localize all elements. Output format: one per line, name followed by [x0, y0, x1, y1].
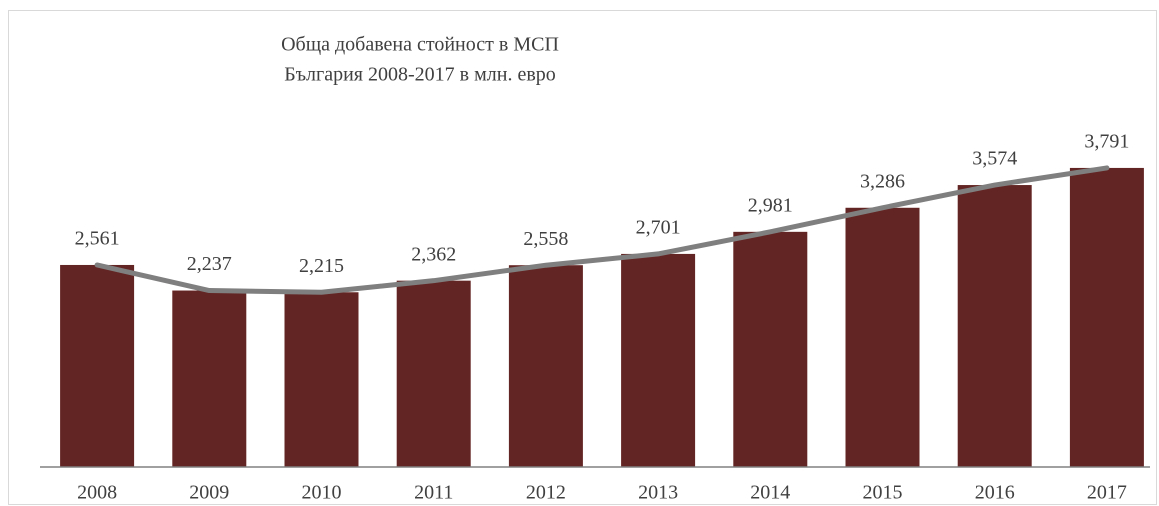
x-tick-label: 2015: [863, 482, 903, 504]
data-label: 2,701: [636, 217, 681, 239]
x-tick-label: 2012: [526, 482, 566, 504]
bar: [508, 265, 583, 467]
data-label: 3,574: [972, 148, 1017, 170]
bar: [1069, 167, 1144, 467]
data-label: 3,286: [860, 170, 905, 192]
x-tick-label: 2016: [975, 482, 1015, 504]
x-tick-label: 2013: [638, 482, 678, 504]
x-tick-label: 2009: [189, 482, 229, 504]
x-tick-label: 2011: [414, 482, 453, 504]
x-tick-label: 2017: [1087, 482, 1127, 504]
chart-subtitle: България 2008-2017 в млн. евро: [284, 64, 556, 86]
x-tick-label: 2010: [302, 482, 342, 504]
trend-line: [94, 165, 1110, 295]
data-label: 2,215: [299, 255, 344, 277]
bar: [957, 185, 1032, 467]
x-tick-label: 2014: [750, 482, 790, 504]
data-label: 2,561: [75, 228, 120, 250]
chart-title: Обща добавена стойност в МСП: [281, 34, 559, 56]
data-label: 2,362: [411, 243, 456, 265]
bar: [396, 280, 471, 467]
data-label: 2,237: [187, 253, 232, 275]
bar: [284, 292, 359, 467]
data-label: 2,558: [523, 228, 568, 250]
data-label: 2,981: [748, 194, 793, 216]
bar: [621, 253, 696, 467]
data-label: 3,791: [1084, 131, 1129, 153]
x-tick-label: 2008: [77, 482, 117, 504]
bar: [172, 290, 247, 467]
bar: [733, 231, 808, 467]
bar: [60, 264, 135, 467]
bar: [845, 207, 920, 467]
